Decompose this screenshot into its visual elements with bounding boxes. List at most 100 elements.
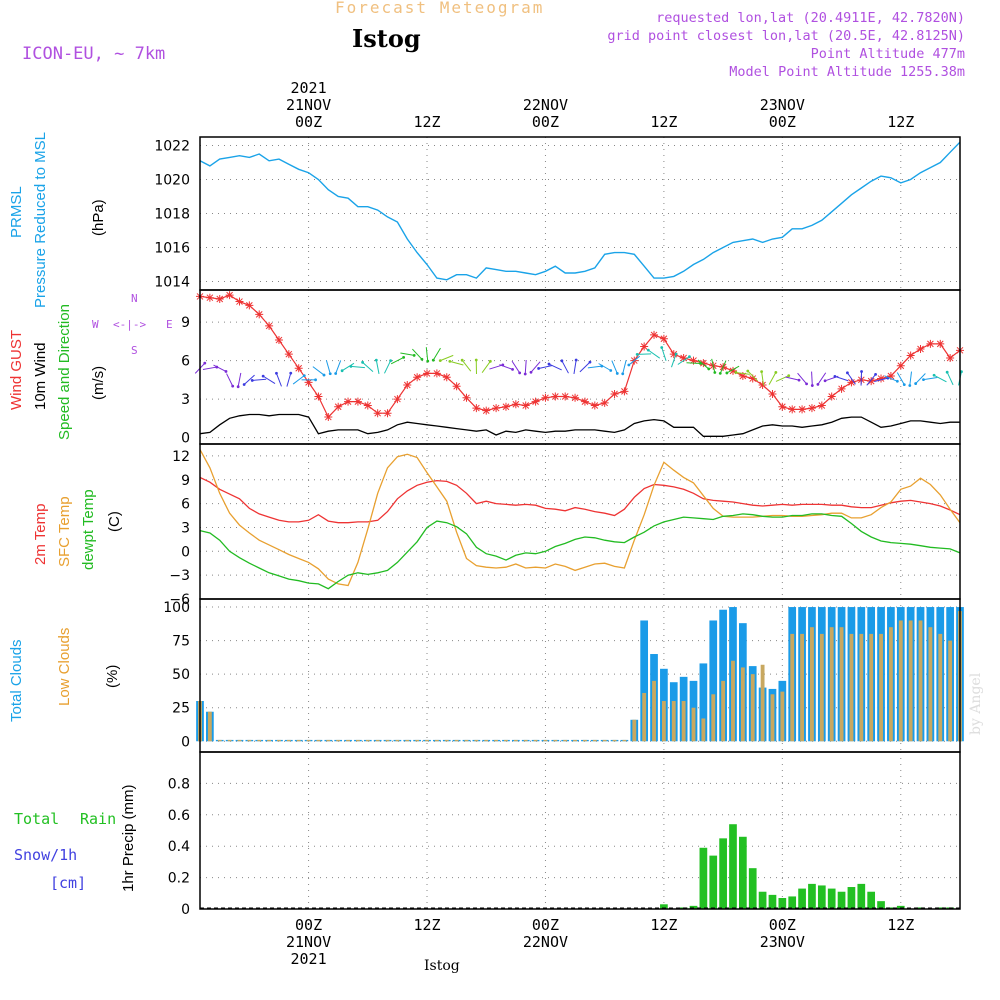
bottom-time-label: 23NOV bbox=[760, 933, 805, 951]
gust-marker bbox=[225, 291, 234, 300]
wind-direction-arrow bbox=[945, 370, 954, 386]
gust-marker bbox=[521, 401, 530, 410]
wind-direction-arrow bbox=[489, 363, 505, 370]
arrow-head bbox=[448, 359, 452, 363]
top-time-label: 21NOV bbox=[286, 96, 331, 114]
arrow-head bbox=[426, 359, 430, 363]
rain-bar bbox=[768, 894, 777, 909]
rain-bar bbox=[788, 896, 797, 909]
arrow-shaft bbox=[400, 352, 415, 356]
low-cloud-bar bbox=[326, 739, 331, 742]
arrow-head bbox=[412, 353, 416, 357]
arrow-head bbox=[460, 358, 464, 362]
arrow-head bbox=[846, 371, 849, 375]
arrow-shaft bbox=[538, 365, 553, 369]
low-cloud-bar bbox=[395, 739, 400, 742]
arrow-head bbox=[529, 370, 533, 374]
arrow-head bbox=[707, 367, 711, 371]
arrow-head bbox=[389, 359, 393, 363]
arrow-head bbox=[810, 384, 814, 387]
gust-marker bbox=[511, 400, 520, 409]
gust-marker bbox=[215, 294, 224, 303]
wind-direction-arrow bbox=[448, 359, 464, 366]
arrow-shaft bbox=[915, 373, 926, 384]
gust-marker bbox=[768, 389, 777, 398]
station-name: Istog bbox=[352, 24, 421, 53]
arrow-shaft bbox=[711, 358, 716, 373]
wind-direction-arrow bbox=[361, 360, 374, 373]
precip-rain-label: Rain bbox=[80, 810, 117, 828]
arrow-head bbox=[922, 378, 925, 382]
arrow-shaft bbox=[622, 360, 627, 374]
low-cloud-bar bbox=[385, 739, 390, 742]
data-layer bbox=[194, 141, 964, 909]
arrow-head bbox=[960, 370, 963, 374]
arrow-head bbox=[574, 358, 578, 362]
wind-direction-arrow bbox=[660, 346, 667, 361]
gust-marker bbox=[205, 293, 214, 302]
arrow-head bbox=[488, 359, 492, 363]
total-clouds-label: Total Clouds bbox=[8, 639, 25, 722]
arrow-shaft bbox=[262, 375, 276, 384]
arrow-shaft bbox=[761, 371, 765, 386]
y-tick-label: 0.4 bbox=[168, 839, 190, 855]
arrow-shaft bbox=[775, 375, 789, 382]
rain-bar bbox=[896, 905, 905, 909]
top-time-label: 12Z bbox=[413, 113, 440, 131]
wind-direction-arrow bbox=[511, 360, 522, 375]
arrow-head bbox=[420, 357, 424, 361]
low-cloud-bar bbox=[247, 739, 252, 742]
wind-direction-arrow bbox=[537, 365, 553, 370]
arrow-shaft bbox=[202, 366, 217, 370]
y-tick-label: 1016 bbox=[154, 241, 190, 257]
arrow-head bbox=[797, 378, 801, 382]
gust-marker bbox=[314, 392, 323, 401]
gust-marker bbox=[896, 361, 905, 370]
arrow-head bbox=[621, 372, 625, 376]
arrow-shaft bbox=[874, 377, 888, 383]
low-cloud-bar bbox=[839, 627, 844, 742]
arrow-head bbox=[895, 379, 899, 383]
gust-marker bbox=[679, 354, 688, 363]
y-tick-label: 0.8 bbox=[168, 776, 190, 792]
footer-station: Istog bbox=[424, 958, 460, 974]
wind-unit: (m/s) bbox=[90, 365, 107, 400]
arrow-shaft bbox=[697, 359, 710, 370]
gust-marker bbox=[462, 393, 471, 402]
arrow-head bbox=[688, 355, 691, 359]
low-cloud-bar bbox=[800, 633, 805, 742]
arrow-shaft bbox=[726, 365, 740, 374]
wind-direction-arrow bbox=[390, 356, 406, 365]
gust-marker bbox=[334, 402, 343, 411]
low-cloud-bar bbox=[642, 692, 647, 742]
wind-direction-arrow bbox=[334, 360, 342, 375]
wind-direction-arrow bbox=[725, 365, 740, 375]
wind-direction-label: Speed and Direction bbox=[56, 304, 73, 440]
wind-direction-arrow bbox=[474, 358, 478, 375]
low-cloud-bar bbox=[513, 739, 518, 742]
y-tick-label: −3 bbox=[169, 568, 190, 584]
arrow-head bbox=[902, 383, 906, 387]
wind-direction-arrow bbox=[573, 358, 578, 374]
gust-marker bbox=[936, 339, 945, 348]
rain-bar bbox=[827, 888, 836, 909]
arrow-shaft bbox=[661, 347, 667, 361]
y-tick-label: 50 bbox=[172, 667, 190, 683]
gust-marker bbox=[738, 371, 747, 380]
wind-direction-arrow bbox=[718, 360, 727, 375]
arrow-shaft bbox=[275, 373, 282, 387]
arrow-shaft bbox=[811, 371, 813, 386]
low-cloud-bar bbox=[484, 739, 489, 742]
arrow-head bbox=[302, 374, 306, 378]
wind-direction-arrow bbox=[529, 361, 541, 374]
bottom-time-label: 22NOV bbox=[523, 933, 568, 951]
wind-direction-arrow bbox=[760, 370, 765, 386]
arrow-shaft bbox=[735, 371, 750, 375]
arrow-head bbox=[646, 348, 650, 352]
gust-marker bbox=[551, 392, 560, 401]
model-name: ICON-EU, ~ 7km bbox=[22, 44, 166, 64]
low-cloud-bar bbox=[770, 694, 775, 742]
sfc-temp-line bbox=[199, 449, 961, 587]
arrow-head bbox=[823, 379, 827, 383]
gust-marker bbox=[373, 409, 382, 418]
